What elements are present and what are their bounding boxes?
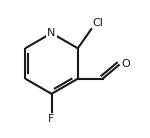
Text: N: N: [47, 28, 56, 38]
Text: Cl: Cl: [92, 18, 103, 28]
Text: F: F: [48, 114, 55, 124]
Text: O: O: [121, 59, 130, 69]
